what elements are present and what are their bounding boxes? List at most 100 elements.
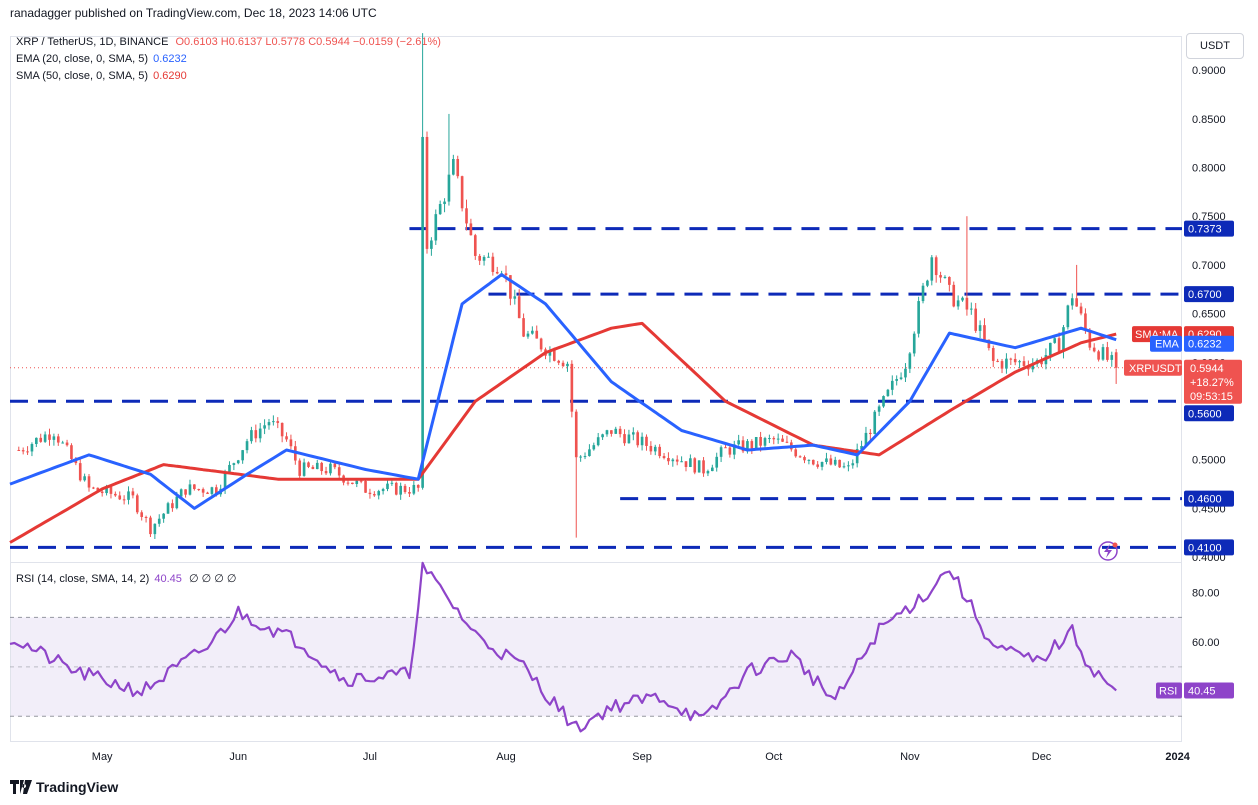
pane-separator[interactable] [10,562,1182,563]
candle-body [162,513,165,519]
ema-legend[interactable]: EMA (20, close, 0, SMA, 5) 0.6232 [16,53,187,65]
symbol-title: XRP / TetherUS, 1D, BINANCE [16,36,169,48]
candle-body [135,495,139,513]
candle-body [934,257,938,276]
level-tag-07373: 0.7373 [1184,220,1234,237]
candle-body [157,518,161,524]
candle-body [623,434,626,444]
candle-body [184,489,187,495]
candle-body [1022,361,1026,366]
candle-body [825,458,828,463]
currency-scale-button[interactable]: USDT [1186,33,1244,59]
time-tick-label: Jun [229,751,247,763]
candle-body [1101,347,1105,360]
candle-body [1079,306,1083,314]
candle-body [1114,352,1118,368]
candle-body [715,456,719,468]
candle-body [368,492,372,495]
candle-body [741,440,745,452]
price-tick-label: 0.7500 [1192,211,1226,223]
candle-body [70,445,73,460]
candle-body [495,271,499,274]
candle-body [803,457,806,461]
price-tick-label: 0.9000 [1192,65,1226,77]
price-tick-label: 0.8000 [1192,163,1226,175]
sma-legend-value: 0.6290 [153,70,187,82]
candle-body [561,362,565,367]
time-tick-label: May [92,751,113,763]
lightning-icon-bolt [1104,544,1112,558]
candle-body [56,436,60,443]
level-tag-05600: 0.5600 [1184,405,1234,422]
candle-body [697,460,701,473]
candle-body [399,485,402,495]
candle-body [263,425,266,429]
rsi-legend[interactable]: RSI (14, close, SMA, 14, 2) 40.45 ∅ ∅ ∅ … [16,572,236,585]
candle-body [759,436,762,446]
candle-body [416,484,420,488]
candle-body [337,467,341,476]
candle-body [1000,361,1004,369]
candle-body [346,482,350,484]
candle-body [438,204,442,215]
time-axis-border [10,741,1182,742]
ema-tag: EMA [1155,339,1180,351]
rsi-value-tag-bg [1184,682,1234,699]
candle-body [794,449,798,457]
candle-body [653,446,657,452]
candle-body [680,461,683,463]
rsi-legend-label: RSI (14, close, SMA, 14, 2) [16,573,150,585]
candle-body [978,325,982,331]
candle-body [193,484,196,490]
candle-body [939,275,942,278]
candle-body [171,503,174,509]
level-tag-06700-text: 0.6700 [1188,289,1222,301]
candle-body [149,517,152,535]
sma-legend[interactable]: SMA (50, close, 0, SMA, 5) 0.6290 [16,70,187,82]
candle-body [52,436,56,440]
candle-body [728,447,732,455]
time-tick-label: Jul [363,751,377,763]
candle-body [996,360,999,362]
candle-body [1075,298,1078,307]
price-tick-label: 0.8500 [1192,114,1226,126]
candle-body [377,491,381,496]
candle-body [649,445,653,452]
sma-legend-label: SMA (50, close, 0, SMA, 5) [16,70,149,82]
candle-body [557,360,561,363]
rsi-legend-value: 40.45 [154,573,182,585]
candle-body [689,458,692,468]
time-tick-label: Sep [632,751,652,763]
candle-body [732,444,736,455]
candle-body [618,428,622,435]
candle-body [948,276,951,285]
level-tag-04100-bg [1184,539,1234,556]
candle-body [513,296,517,299]
candle-body [785,441,789,443]
candle-body [754,436,758,449]
rsi-tag-bg [1156,682,1182,699]
candle-body [930,257,934,281]
candle-body [140,512,144,518]
candle-body [114,493,117,496]
candle-body [798,456,802,458]
candle-body [627,434,631,444]
candle-body [26,451,29,453]
ohlc-values: O0.6103 H0.6137 L0.5778 C0.5944 −0.0159 … [175,36,441,48]
tradingview-logo[interactable]: TradingView [10,779,118,795]
symbol-tag-bg [1124,359,1182,376]
candle-body [210,487,214,494]
candle-body [298,460,302,476]
candle-body [904,368,907,378]
candle-body [302,462,306,476]
last-price-value: 0.5944 [1190,363,1224,375]
candle-body [869,432,872,435]
candle-body [473,235,477,256]
publisher-line: ranadagger published on TradingView.com,… [10,6,377,20]
time-tick-label: Nov [900,751,920,763]
candle-body [886,389,890,397]
candle-body [601,434,604,438]
candle-body [574,411,578,458]
candle-body [201,489,205,493]
